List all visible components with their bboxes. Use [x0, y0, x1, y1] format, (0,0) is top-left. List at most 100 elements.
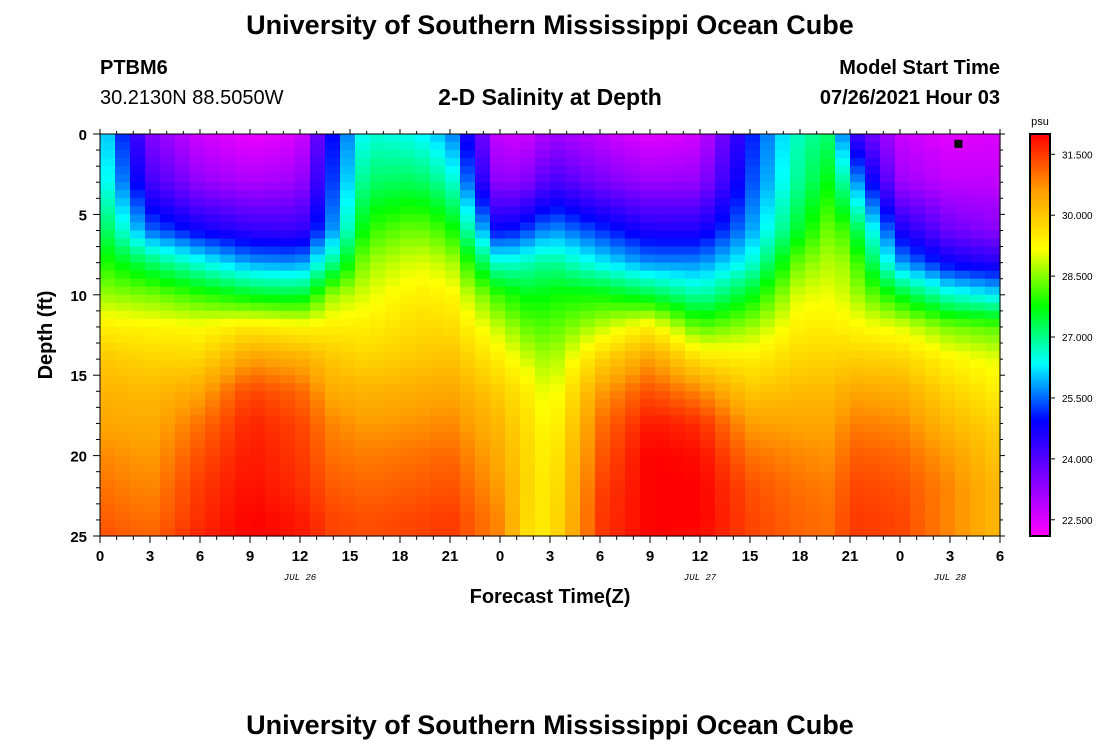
heatmap-cell [370, 182, 386, 191]
heatmap-cell [520, 174, 536, 183]
heatmap-cell [835, 519, 851, 529]
heatmap-cell [805, 134, 821, 143]
heatmap-cell [790, 527, 806, 537]
heatmap-cell [235, 158, 251, 167]
heatmap-cell [955, 286, 971, 296]
heatmap-cell [970, 278, 986, 288]
heatmap-cell [970, 166, 986, 175]
heatmap-cell [430, 326, 446, 336]
heatmap-cell [760, 158, 776, 167]
heatmap-cell [220, 262, 236, 272]
heatmap-cell [790, 407, 806, 416]
heatmap-cell [280, 254, 296, 264]
heatmap-cell [415, 246, 431, 256]
heatmap-cell [835, 174, 851, 183]
heatmap-cell [880, 527, 896, 537]
heatmap-cell [625, 222, 641, 232]
heatmap-cell [340, 302, 356, 312]
heatmap-cell [805, 399, 821, 408]
x-tick-label: 3 [146, 548, 154, 565]
heatmap-cell [490, 479, 506, 489]
heatmap-cell [865, 230, 881, 240]
heatmap-cell [910, 527, 926, 537]
heatmap-cell [895, 238, 911, 248]
heatmap-cell [100, 415, 116, 425]
heatmap-cell [100, 335, 116, 344]
heatmap-cell [280, 415, 296, 425]
heatmap-cell [970, 182, 986, 191]
heatmap-cell [535, 214, 551, 224]
heatmap-cell [745, 198, 761, 207]
heatmap-cell [850, 134, 866, 143]
heatmap-cell [940, 447, 956, 457]
heatmap-cell [730, 415, 746, 425]
chart-subtitle: 2-D Salinity at Depth [438, 84, 662, 110]
heatmap-cell [835, 286, 851, 296]
heatmap-cell [535, 335, 551, 344]
heatmap-cell [670, 246, 686, 256]
heatmap-cell [460, 246, 476, 256]
heatmap-cell [880, 142, 896, 151]
heatmap-cell [400, 198, 416, 207]
heatmap-cell [430, 495, 446, 505]
heatmap-cell [940, 391, 956, 400]
heatmap-cell [115, 335, 131, 344]
heatmap-cell [355, 479, 371, 489]
heatmap-cell [625, 519, 641, 529]
heatmap-cell [580, 503, 596, 513]
heatmap-cell [850, 359, 866, 368]
heatmap-cell [100, 214, 116, 224]
heatmap-cell [520, 142, 536, 151]
heatmap-cell [370, 487, 386, 497]
heatmap-cell [640, 351, 656, 360]
heatmap-cell [460, 351, 476, 360]
heatmap-cell [730, 254, 746, 264]
heatmap-cell [775, 190, 791, 199]
heatmap-cell [910, 214, 926, 224]
heatmap-cell [340, 391, 356, 400]
heatmap-cell [910, 246, 926, 256]
heatmap-cell [625, 503, 641, 513]
heatmap-cell [490, 375, 506, 384]
heatmap-cell [940, 383, 956, 392]
heatmap-cell [880, 391, 896, 400]
heatmap-cell [130, 246, 146, 256]
heatmap-cell [340, 158, 356, 167]
heatmap-cell [370, 479, 386, 489]
heatmap-cell [715, 222, 731, 232]
heatmap-cell [205, 423, 221, 433]
heatmap-cell [415, 206, 431, 215]
heatmap-cell [745, 351, 761, 360]
heatmap-cell [595, 519, 611, 529]
heatmap-cell [880, 431, 896, 441]
heatmap-cell [265, 310, 281, 320]
heatmap-cell [865, 431, 881, 441]
heatmap-cell [775, 262, 791, 272]
heatmap-cell [895, 463, 911, 473]
heatmap-cell [955, 431, 971, 441]
heatmap-cell [505, 294, 521, 304]
heatmap-cell [880, 302, 896, 312]
heatmap-cell [160, 262, 176, 272]
heatmap-cell [970, 206, 986, 215]
heatmap-cell [655, 158, 671, 167]
heatmap-cell [280, 343, 296, 352]
heatmap-cell [115, 495, 131, 505]
heatmap-cell [505, 134, 521, 143]
heatmap-cell [700, 278, 716, 288]
heatmap-cell [865, 254, 881, 264]
heatmap-cell [955, 399, 971, 408]
heatmap-cell [850, 495, 866, 505]
heatmap-cell [685, 439, 701, 449]
heatmap-cell [100, 447, 116, 457]
heatmap-cell [865, 463, 881, 473]
heatmap-cell [955, 254, 971, 264]
heatmap-cell [580, 471, 596, 481]
heatmap-cell [865, 238, 881, 248]
heatmap-cell [895, 415, 911, 425]
heatmap-cell [820, 302, 836, 312]
heatmap-cell [775, 375, 791, 384]
heatmap-cell [445, 142, 461, 151]
heatmap-cell [550, 351, 566, 360]
heatmap-cell [325, 399, 341, 408]
